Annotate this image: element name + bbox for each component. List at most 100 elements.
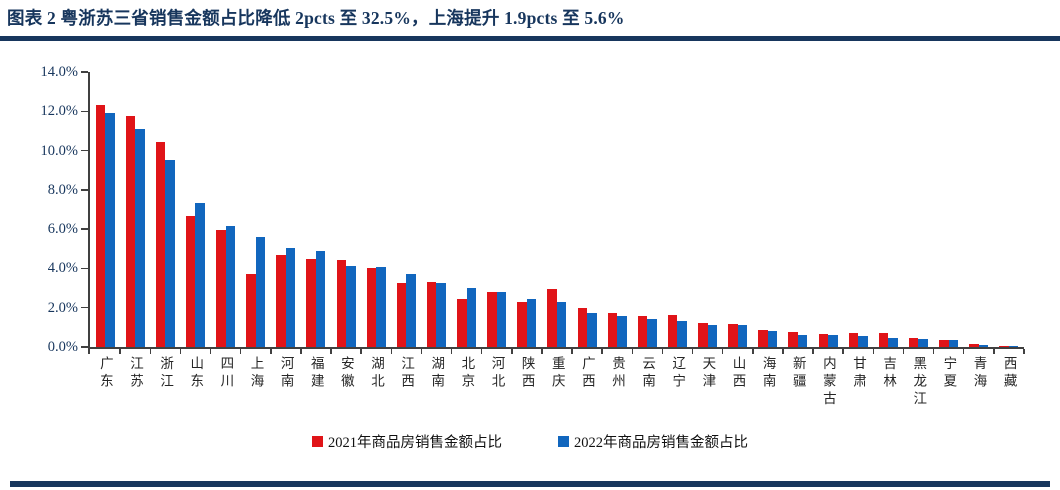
bar-2022 bbox=[255, 237, 266, 347]
x-axis-category-label: 河南 bbox=[278, 356, 294, 391]
x-axis-tick-mark bbox=[511, 349, 513, 354]
bar-2022 bbox=[647, 318, 657, 347]
bar-2021 bbox=[939, 340, 949, 347]
category-group: 黑龙江 bbox=[903, 72, 935, 409]
legend-label-2022: 2022年商品房销售金额占比 bbox=[574, 435, 748, 451]
bar-2022 bbox=[797, 335, 808, 347]
x-axis-category-label: 广东 bbox=[97, 356, 113, 391]
category-group: 陕西 bbox=[512, 72, 543, 391]
category-group: 湖南 bbox=[421, 72, 453, 391]
x-axis-tick-mark bbox=[812, 349, 814, 354]
footer-rule bbox=[10, 481, 1050, 487]
bar-2021 bbox=[155, 141, 166, 347]
bar-2021 bbox=[848, 333, 859, 347]
bar-2021 bbox=[728, 324, 738, 347]
bar-2021 bbox=[698, 323, 708, 347]
category-group: 湖北 bbox=[361, 72, 392, 391]
category-group: 上海 bbox=[241, 72, 272, 391]
x-axis-tick-mark bbox=[691, 349, 694, 354]
x-axis-tick-mark bbox=[88, 349, 90, 354]
bar-2022 bbox=[406, 274, 416, 347]
x-axis-tick-mark bbox=[209, 349, 212, 354]
category-group: 山西 bbox=[723, 72, 754, 391]
bar-2021 bbox=[908, 338, 919, 347]
bar-2021 bbox=[306, 258, 316, 347]
category-group: 河北 bbox=[482, 72, 513, 391]
x-axis-category-label: 山西 bbox=[730, 356, 746, 391]
y-axis-tick-mark bbox=[81, 189, 88, 191]
x-axis-category-label: 湖南 bbox=[429, 356, 445, 391]
x-axis-tick-mark bbox=[420, 349, 423, 354]
x-axis-category-label: 青海 bbox=[971, 356, 987, 391]
bar-2021 bbox=[788, 332, 798, 347]
x-axis-tick-mark bbox=[360, 349, 362, 354]
legend-swatch-2022-icon bbox=[558, 436, 569, 447]
x-axis-category-label: 安徽 bbox=[338, 356, 354, 391]
bar-2022 bbox=[617, 315, 627, 347]
category-group: 江西 bbox=[391, 72, 423, 391]
x-axis-category-label: 宁夏 bbox=[941, 356, 957, 391]
bar-2021 bbox=[276, 254, 286, 347]
x-axis-category-label: 四川 bbox=[218, 356, 234, 391]
y-axis-tick-mark bbox=[81, 306, 88, 309]
bar-2021 bbox=[878, 333, 889, 347]
category-group: 广东 bbox=[88, 72, 121, 391]
legend-swatch-2021-icon bbox=[312, 436, 323, 447]
x-axis-category-label: 辽宁 bbox=[670, 356, 686, 391]
x-axis-category-label: 山东 bbox=[188, 356, 204, 391]
x-axis-tick-mark bbox=[119, 349, 121, 354]
x-axis-category-label: 云南 bbox=[640, 356, 656, 391]
bar-2022 bbox=[315, 250, 326, 347]
x-axis-tick-mark bbox=[932, 349, 935, 354]
x-axis-tick-mark bbox=[179, 349, 182, 354]
bar-2021 bbox=[216, 230, 226, 347]
bar-2021 bbox=[457, 298, 467, 347]
x-axis-tick-mark bbox=[149, 349, 151, 354]
title-underline-rule bbox=[0, 36, 1060, 41]
bar-2022 bbox=[556, 301, 567, 347]
x-axis-category-label: 浙江 bbox=[158, 356, 174, 391]
bar-2021 bbox=[667, 314, 678, 347]
bar-2021 bbox=[426, 282, 437, 347]
y-axis-tick-label: 6.0% bbox=[47, 221, 78, 238]
x-axis-category-label: 黑龙江 bbox=[911, 356, 927, 409]
category-group: 江苏 bbox=[120, 72, 151, 391]
legend-label-2021: 2021年商品房销售金额占比 bbox=[328, 435, 502, 451]
bar-2022 bbox=[496, 292, 507, 347]
x-axis-category-label: 福建 bbox=[308, 356, 324, 391]
plot-area: 广东 江苏 浙江 山东 四川 上海 河南 福建 安徽 湖北 江西 湖南 北京 河北 陕西 重庆 广西 贵州 云南 辽宁… bbox=[88, 72, 1025, 409]
x-axis-tick-mark bbox=[872, 349, 874, 354]
bar-2021 bbox=[607, 312, 618, 347]
category-group: 山东 bbox=[180, 72, 212, 391]
x-axis-tick-mark bbox=[480, 349, 483, 354]
x-axis-tick-mark bbox=[721, 349, 724, 354]
x-axis-tick-mark bbox=[239, 349, 242, 354]
bar-2022 bbox=[195, 202, 205, 347]
category-group: 甘肃 bbox=[843, 72, 874, 391]
y-axis-tick-label: 10.0% bbox=[40, 142, 78, 159]
category-group: 海南 bbox=[753, 72, 784, 391]
category-group: 河南 bbox=[271, 72, 302, 391]
x-axis-tick-mark bbox=[1023, 349, 1025, 354]
bar-2021 bbox=[125, 116, 136, 347]
x-axis-tick-mark bbox=[541, 349, 543, 354]
x-axis-category-label: 河北 bbox=[489, 356, 505, 391]
x-axis-tick-mark bbox=[601, 349, 603, 354]
x-axis-category-label: 新疆 bbox=[790, 356, 806, 391]
bar-2021 bbox=[185, 216, 196, 347]
bar-2021 bbox=[637, 315, 648, 347]
bar-2021 bbox=[336, 259, 347, 347]
category-group: 安徽 bbox=[331, 72, 362, 391]
y-axis-tick-mark bbox=[81, 346, 88, 348]
category-group: 内蒙古 bbox=[813, 72, 844, 409]
bar-2022 bbox=[918, 339, 928, 347]
x-axis-category-label: 湖北 bbox=[368, 356, 384, 391]
x-axis-tick-mark bbox=[300, 349, 302, 354]
category-group: 新疆 bbox=[783, 72, 814, 391]
y-axis-tick-label: 14.0% bbox=[40, 64, 78, 80]
x-axis-tick-mark bbox=[330, 349, 332, 354]
x-axis-category-label: 江西 bbox=[399, 356, 415, 391]
legend-item-2021: 2021年商品房销售金额占比 bbox=[312, 431, 502, 452]
bar-2021 bbox=[969, 344, 979, 347]
